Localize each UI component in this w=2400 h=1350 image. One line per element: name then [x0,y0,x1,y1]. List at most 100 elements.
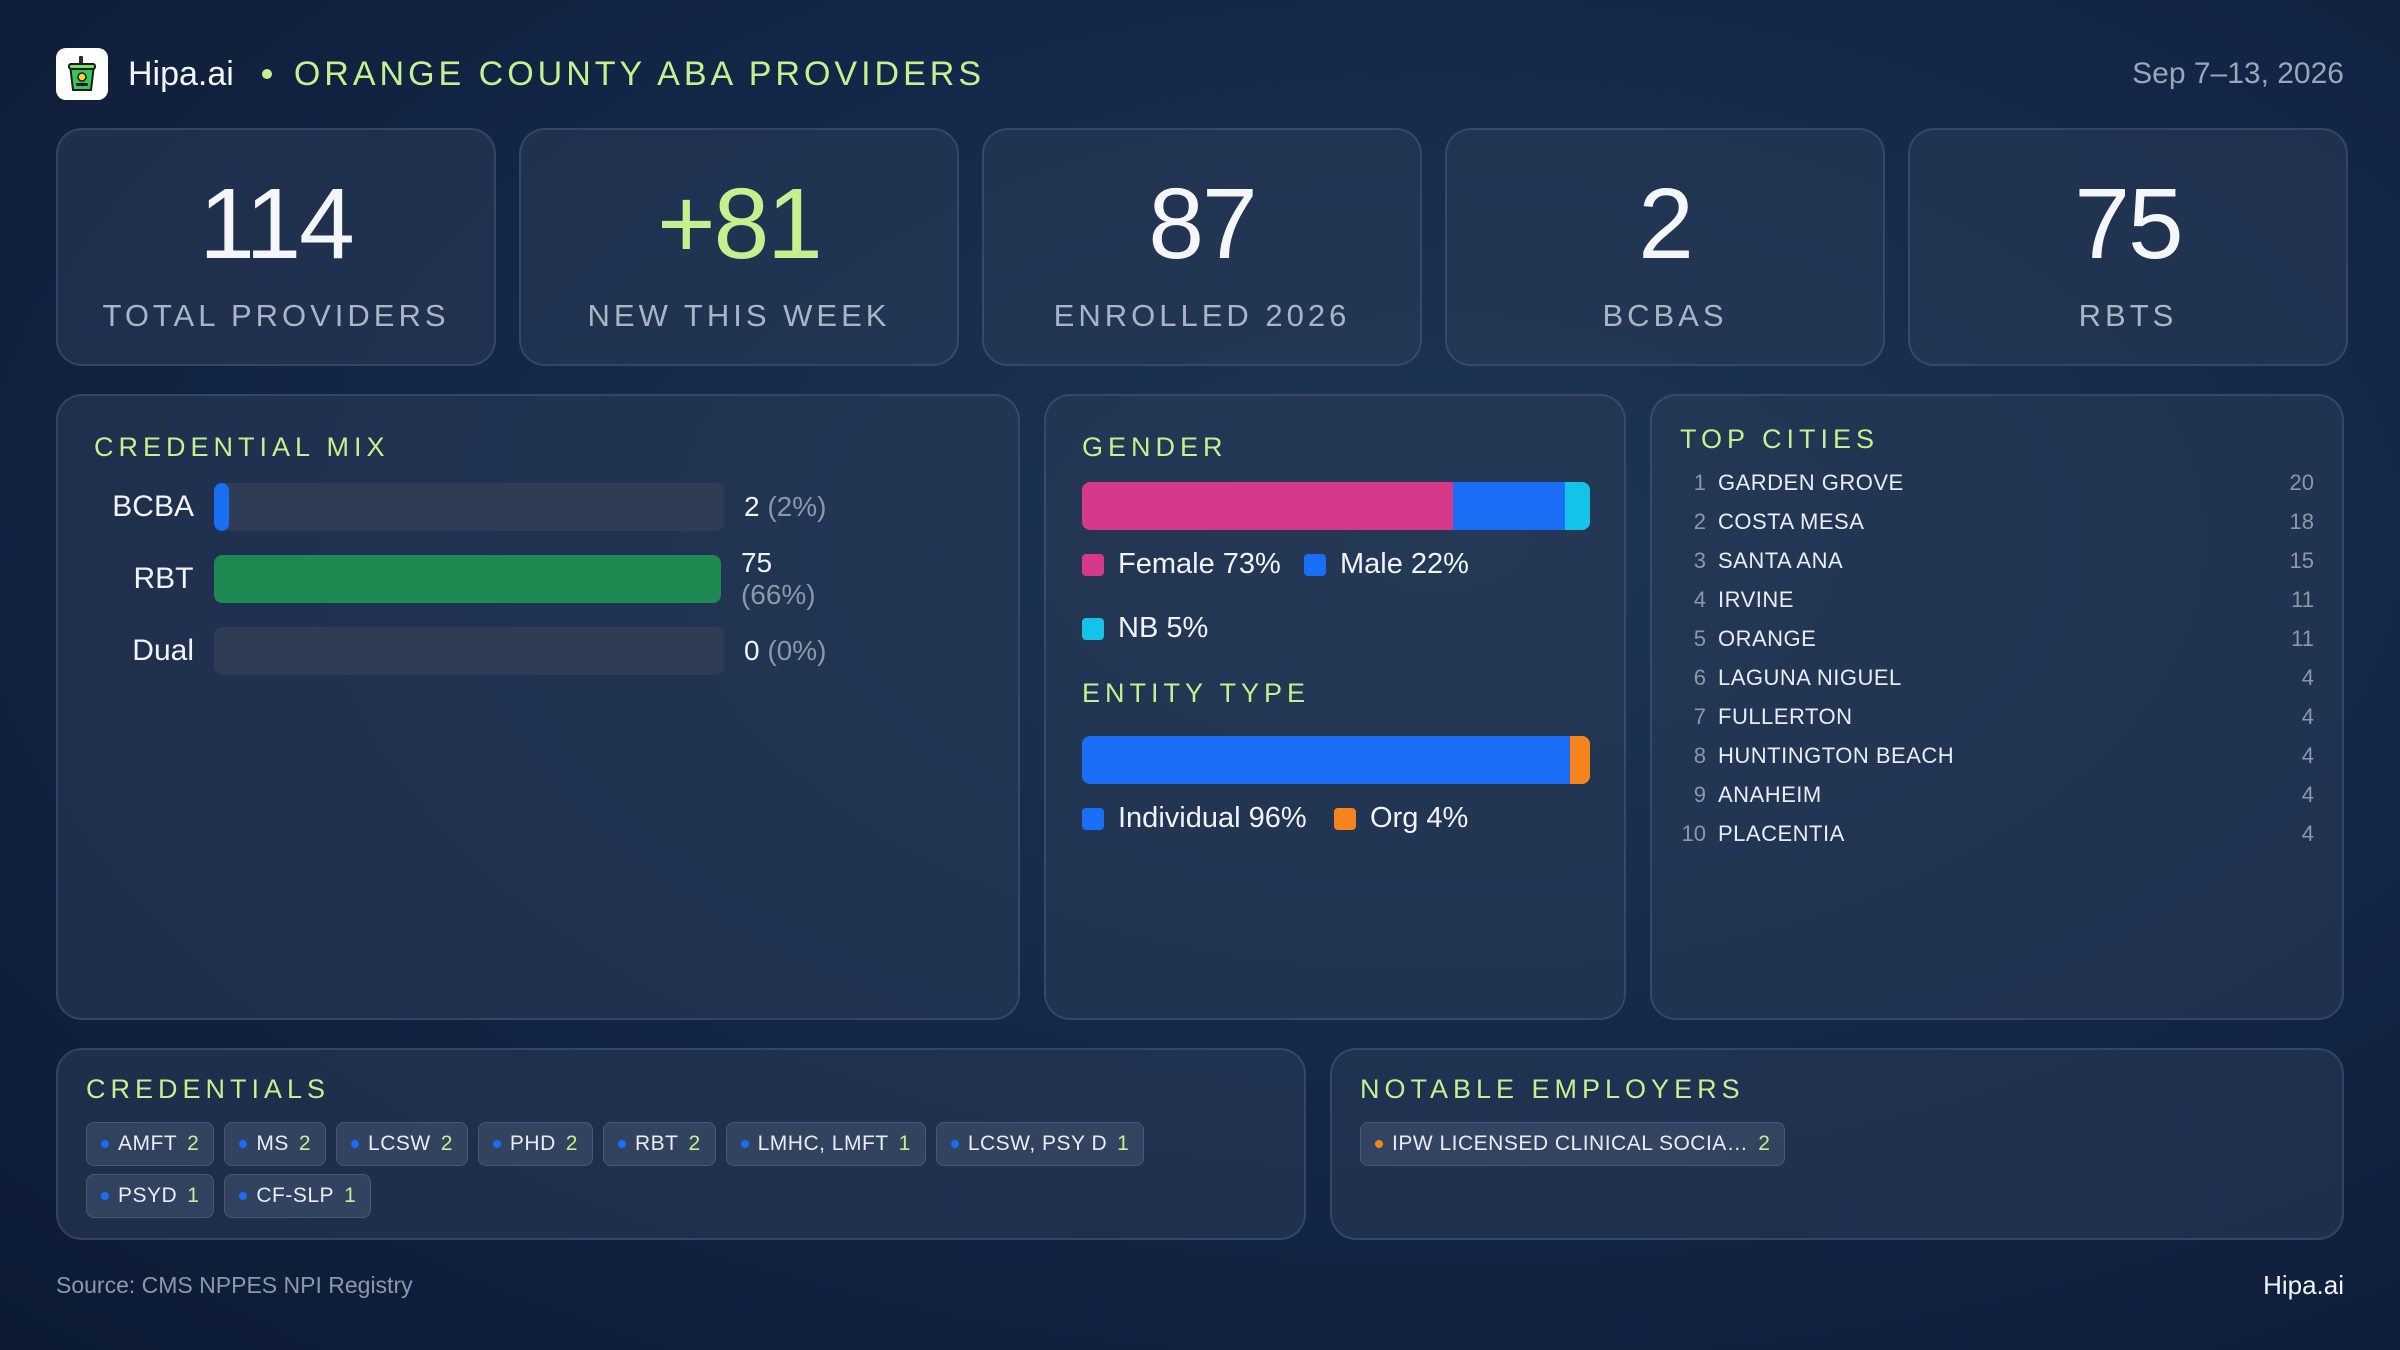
chip-dot [239,1140,248,1148]
chip-label: MS [256,1132,289,1155]
credential-chip: RBT 2 [602,1122,716,1166]
chip-dot [950,1140,959,1148]
city-name: SANTA ANA [1718,548,1844,573]
city-name: FULLERTON [1718,704,1853,729]
city-rank: 5 [1693,626,1706,651]
city-name: ORANGE [1718,626,1817,651]
chip-dot [101,1192,109,1200]
credential-percent: (66%) [740,579,816,610]
city-name: PLACENTIA [1718,821,1845,846]
entity-type-title: ENTITY TYPE [1082,678,1311,708]
chip-dot [492,1140,501,1148]
chip-count: 2 [1758,1132,1771,1155]
credential-bar-fill [213,555,721,603]
page-title: ORANGE COUNTY ABA PROVIDERS [293,54,986,93]
city-rank: 4 [1693,587,1706,612]
city-count: 4 [2301,704,2314,729]
chip-dot [1375,1140,1383,1148]
credential-chip-list: AMFT 2 MS 2 LCSW 2 PHD 2 RBT 2 LMHC, LMFT 1 LCSW, PS… [86,1122,1276,1218]
city-count: 4 [2301,743,2314,768]
city-rank: 7 [1693,704,1706,729]
gender-title: GENDER [1082,432,1228,462]
cup-icon [56,48,108,100]
city-row: 5 ORANGE 11 [1672,624,2314,654]
city-count: 11 [2291,587,2314,612]
credential-chip: CF-SLP 1 [224,1174,372,1218]
city-rank: 1 [1693,470,1706,495]
stat-label: TOTAL PROVIDERS [102,298,450,333]
chip-label: CF-SLP [256,1184,335,1207]
chip-count: 2 [298,1132,312,1155]
stat-value: 2 [1638,168,1694,280]
chip-label: LCSW [368,1132,431,1155]
chip-count: 2 [565,1132,578,1155]
city-count: 11 [2291,626,2314,651]
chip-count: 2 [187,1132,200,1155]
date-range: Sep 7–13, 2026 [2132,57,2344,90]
legend-individual: Individual 96% [1082,802,1307,835]
credential-chip: LCSW, PSY D 1 [935,1122,1145,1166]
city-name: COSTA MESA [1718,509,1865,534]
city-rank: 10 [1681,821,1706,846]
legend-female: Female 73% [1082,548,1281,581]
credential-bar-fill [214,483,230,531]
credential-bar-track [213,555,721,603]
chip-label: IPW LICENSED CLINICAL SOCIA… [1392,1132,1749,1155]
credential-row-bcba: BCBA 2 (2%) [94,482,854,532]
city-count: 4 [2301,782,2314,807]
legend-label: Male 22% [1340,548,1469,580]
brand-name: Hipa.ai [128,54,234,93]
stat-card-enrolled: 87 ENROLLED 2026 [982,128,1422,366]
city-row: 1 GARDEN GROVE 20 [1672,468,2314,498]
city-row: 10 PLACENTIA 4 [1672,819,2314,849]
legend-label: Female 73% [1118,548,1281,580]
credential-bar-track [214,627,724,675]
city-row: 8 HUNTINGTON BEACH 4 [1672,741,2314,771]
credential-value: 75 (66%) [741,547,854,611]
city-rank: 2 [1693,509,1706,534]
gender-stacked-bar [1082,482,1590,530]
city-rank: 8 [1693,743,1706,768]
stat-card-rbts: 75 RBTS [1908,128,2348,366]
chip-label: PHD [509,1132,556,1155]
credential-row-rbt: RBT 75 (66%) [94,547,854,610]
entity-segment-org [1569,736,1590,784]
chip-dot [101,1140,109,1148]
entity-stacked-bar [1082,736,1590,784]
chip-count: 1 [187,1184,200,1207]
legend-nb: NB 5% [1082,612,1208,645]
chip-count: 1 [1117,1132,1130,1155]
stat-label: ENROLLED 2026 [1053,298,1351,333]
footer-brand: Hipa.ai [2263,1270,2344,1300]
gender-entity-panel: GENDER Female 73% Male 22% NB 5% ENTITY … [1044,394,1626,1020]
chip-count: 2 [688,1132,701,1155]
legend-label: Org 4% [1370,802,1469,834]
chip-label: PSYD [118,1184,178,1207]
credential-count: 0 [744,635,760,666]
stat-value: 75 [2074,168,2183,280]
legend-label: Individual 96% [1118,802,1307,834]
credential-chip: PHD 2 [477,1122,593,1166]
legend-swatch [1334,807,1356,830]
credential-label: RBT [133,562,194,595]
employers-panel: NOTABLE EMPLOYERS IPW LICENSED CLINICAL … [1330,1048,2344,1240]
credential-count: 2 [744,491,760,522]
legend-swatch [1304,553,1326,576]
chip-dot [740,1140,749,1148]
city-row: 3 SANTA ANA 15 [1672,546,2314,576]
credential-chip: AMFT 2 [86,1122,215,1166]
legend-label: NB 5% [1118,612,1209,644]
credential-bar-track [214,483,724,531]
stat-card-new-this-week: +81 NEW THIS WEEK [519,128,959,366]
chip-dot [351,1140,360,1148]
separator-dot [261,69,272,79]
credential-row-dual: Dual 0 (0%) [94,626,854,676]
credential-percent: (0%) [767,635,827,666]
city-row: 2 COSTA MESA 18 [1672,507,2314,537]
stat-value: +81 [657,168,823,280]
credential-count: 75 [740,547,773,578]
city-rank: 3 [1693,548,1706,573]
legend-swatch [1082,553,1104,576]
credential-chip: LCSW 2 [336,1122,468,1166]
credential-percent: (2%) [767,491,827,522]
